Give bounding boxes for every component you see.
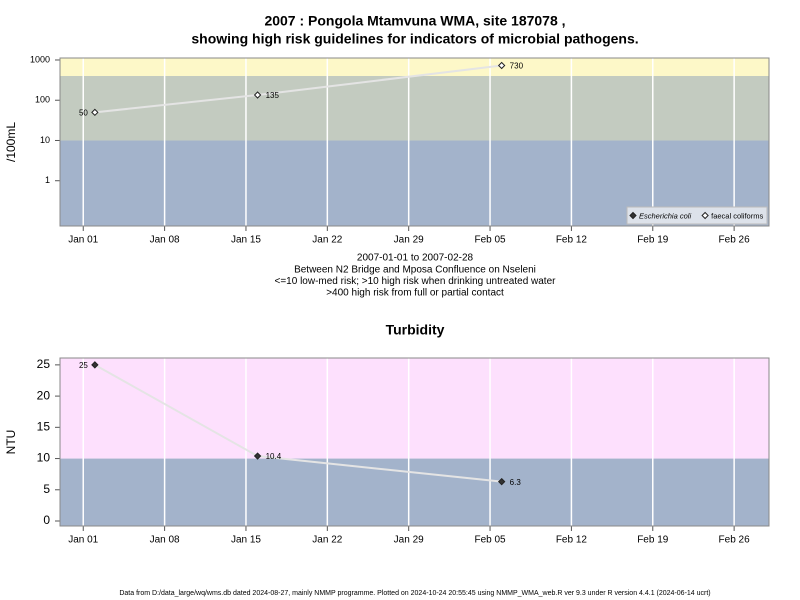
y-tick-label: 25 — [37, 357, 51, 371]
x-tick-label: Feb 26 — [719, 535, 751, 546]
annotation: <=10 low-med risk; >10 high risk when dr… — [275, 276, 557, 287]
annotation: >400 high risk from full or partial cont… — [326, 288, 504, 299]
x-tick-label: Feb 19 — [637, 535, 669, 546]
x-tick-label: Jan 01 — [68, 235, 98, 246]
x-tick-label: Feb 12 — [556, 235, 588, 246]
x-tick-label: Feb 26 — [719, 235, 751, 246]
y-tick-label: 15 — [37, 419, 51, 433]
y-tick-label: 10 — [40, 135, 50, 145]
data-point — [701, 211, 709, 220]
data-label: 10.4 — [266, 452, 282, 461]
x-tick-label: Jan 22 — [312, 535, 342, 546]
risk-band — [60, 75, 769, 141]
data-point — [629, 211, 637, 220]
x-tick-label: Feb 19 — [637, 235, 669, 246]
legend-box — [626, 206, 768, 225]
x-tick-label: Jan 08 — [150, 535, 180, 546]
y-tick-label: 1 — [45, 175, 50, 185]
x-tick-label: Jan 29 — [394, 235, 424, 246]
data-point — [253, 91, 262, 99]
data-point — [497, 477, 506, 486]
x-tick-label: Jan 15 — [231, 235, 261, 246]
data-label: 135 — [266, 91, 280, 100]
data-label: 25 — [79, 361, 88, 370]
risk-band — [60, 458, 769, 526]
x-tick-label: Feb 05 — [474, 235, 506, 246]
data-label: 730 — [510, 62, 524, 71]
legend-label: faecal coliforms — [711, 211, 763, 220]
y-tick-label: 100 — [35, 95, 50, 105]
plot-frame — [59, 357, 770, 527]
y-axis-label: /100mL — [4, 122, 18, 162]
y-tick-label: 1000 — [30, 54, 50, 64]
x-tick-label: Feb 12 — [556, 535, 588, 546]
risk-band — [60, 358, 769, 459]
y-tick-label: 0 — [43, 513, 50, 527]
y-axis-label: NTU — [4, 430, 18, 455]
footer: Data from D:/data_large/wq/wms.db dated … — [119, 590, 710, 597]
data-label: 6.3 — [510, 478, 522, 487]
y-tick-label: 20 — [37, 388, 51, 402]
data-label: 50 — [79, 108, 88, 117]
y-tick-label: 5 — [43, 482, 50, 496]
x-tick-label: Feb 05 — [474, 535, 506, 546]
x-tick-label: Jan 29 — [394, 535, 424, 546]
chart-title: Turbidity — [386, 322, 445, 338]
data-point — [497, 61, 506, 70]
data-point — [253, 452, 262, 460]
legend-label: Escherichia coli — [639, 211, 691, 220]
y-tick-label: 10 — [37, 451, 51, 465]
x-tick-label: Jan 08 — [150, 235, 180, 246]
chart-title: showing high risk guidelines for indicat… — [191, 31, 638, 47]
annotation: Between N2 Bridge and Mposa Confluence o… — [294, 264, 536, 275]
chart-title: 2007 : Pongola Mtamvuna WMA, site 187078… — [264, 13, 565, 29]
data-point — [91, 361, 99, 369]
plot-frame — [59, 57, 770, 227]
data-point — [91, 108, 99, 117]
x-tick-label: Jan 15 — [231, 535, 261, 546]
x-tick-label: Jan 22 — [312, 235, 342, 246]
x-tick-label: Jan 01 — [68, 535, 98, 546]
risk-band — [60, 58, 769, 76]
annotation: 2007-01-01 to 2007-02-28 — [357, 253, 474, 264]
